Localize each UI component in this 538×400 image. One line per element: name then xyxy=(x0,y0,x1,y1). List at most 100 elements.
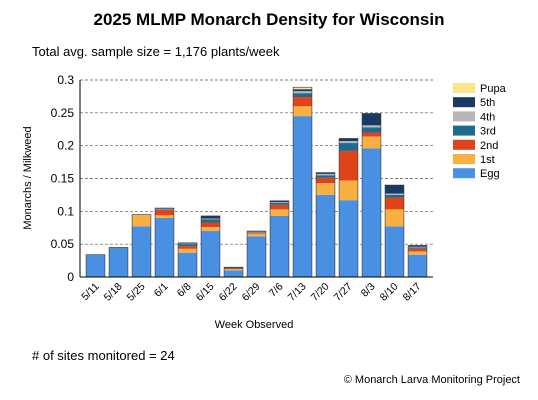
bar-segment-4th xyxy=(270,202,289,203)
bar-segment-1st xyxy=(247,233,266,237)
legend-label: 4th xyxy=(480,111,495,123)
legend-label: Pupa xyxy=(480,83,507,95)
legend-label: 1st xyxy=(480,154,495,166)
bar-segment-3rd xyxy=(362,127,381,133)
x-tick-label: 5/18 xyxy=(102,281,125,304)
x-tick-label: 7/6 xyxy=(267,281,286,300)
bar-stack-8-3 xyxy=(361,113,382,278)
bar-segment-egg xyxy=(109,247,128,277)
bar-segment-2nd xyxy=(408,248,427,252)
x-tick-label: 7/27 xyxy=(332,281,355,304)
legend-item-2nd: 2nd xyxy=(453,139,498,152)
bar-segment-5th xyxy=(339,138,358,142)
bar-segment-egg xyxy=(178,252,197,277)
x-tick-label: 6/29 xyxy=(240,281,263,304)
bar-segment-4th xyxy=(362,125,381,128)
bar-segment-egg xyxy=(86,254,105,277)
x-tick-label: 6/8 xyxy=(175,281,194,300)
bar-segment-1st xyxy=(201,227,220,232)
bar-segment-4th xyxy=(293,91,312,94)
x-tick-label: 6/22 xyxy=(217,281,240,304)
bar-segment-pupa xyxy=(293,87,312,90)
bar-segment-3rd xyxy=(224,267,243,269)
legend-swatch xyxy=(453,154,475,164)
bar-segment-5th xyxy=(316,172,335,174)
bar-segment-1st xyxy=(408,251,427,255)
sites-monitored: # of sites monitored = 24 xyxy=(32,348,175,363)
bar-segment-3rd xyxy=(408,247,427,249)
legend-swatch xyxy=(453,125,475,136)
bar-segment-4th xyxy=(247,231,266,233)
bar-segment-egg xyxy=(362,148,381,277)
bar-segment-1st xyxy=(270,209,289,216)
bar-segment-3rd xyxy=(385,194,404,198)
bar-segment-1st xyxy=(362,136,381,149)
bar-segment-5th xyxy=(201,215,220,219)
bar-segment-1st xyxy=(339,180,358,201)
chart-title: 2025 MLMP Monarch Density for Wisconsin xyxy=(93,10,445,29)
bar-segment-egg xyxy=(408,254,427,277)
bar-stack-8-17 xyxy=(407,245,428,278)
bar-segment-1st xyxy=(293,106,312,117)
bar-segment-1st xyxy=(385,209,404,227)
bar-segment-egg xyxy=(316,194,335,277)
x-tick-label: 8/17 xyxy=(401,281,424,304)
bar-segment-3rd xyxy=(178,244,197,247)
bar-segment-3rd xyxy=(201,219,220,223)
bar-segment-egg xyxy=(201,231,220,277)
bar-segment-2nd xyxy=(270,204,289,210)
bar-segment-3rd xyxy=(293,93,312,98)
bar-segment-egg xyxy=(224,270,243,277)
legend-swatch xyxy=(453,139,475,150)
axes xyxy=(79,80,433,278)
legend-item-pupa: Pupa xyxy=(453,83,507,95)
y-tick-label: 0.15 xyxy=(51,172,75,186)
legend-label: 5th xyxy=(480,97,495,109)
x-axis-label: Week Observed xyxy=(215,319,294,331)
bar-segment-1st xyxy=(155,215,174,218)
x-tick-labels: 5/11 5/18 5/25 6/1 6/8 6/15 6/22 6/29 7/6 7/13 7/2… xyxy=(79,281,424,304)
bar-segment-5th xyxy=(224,267,243,268)
bar-segment-5th xyxy=(270,200,289,203)
y-tick-label: 0.3 xyxy=(57,73,74,87)
bar-segment-egg xyxy=(293,116,312,277)
bar-segment-2nd xyxy=(247,233,266,234)
bar-segment-2nd xyxy=(293,97,312,107)
bar-segment-4th xyxy=(408,246,427,248)
bar-segment-egg xyxy=(339,200,358,277)
bar-stack-5-11 xyxy=(85,254,106,278)
bar-segment-4th xyxy=(339,141,358,144)
bar-stack-6-22 xyxy=(223,266,244,278)
bar-segment-3rd xyxy=(316,175,335,178)
bar-stack-5-25 xyxy=(131,214,152,278)
x-tick-label: 5/11 xyxy=(79,281,101,303)
x-tick-label: 5/25 xyxy=(125,281,148,304)
bar-segment-5th xyxy=(247,231,266,232)
x-tick-label: 7/13 xyxy=(286,281,309,304)
x-tick-label: 8/3 xyxy=(359,281,378,300)
bar-segment-2nd xyxy=(224,268,243,270)
bar-segment-2nd xyxy=(362,132,381,137)
bar-segment-1st xyxy=(132,214,151,227)
y-tick-label: 0.2 xyxy=(57,139,74,153)
bar-stack-7-13 xyxy=(292,86,313,278)
y-tick-label: 0 xyxy=(67,270,74,284)
y-tick-label: 0.05 xyxy=(51,237,75,251)
bar-stack-6-1 xyxy=(154,207,175,278)
bar-stacks xyxy=(85,86,428,278)
bar-stack-6-8 xyxy=(177,242,198,278)
legend-item-egg: Egg xyxy=(453,168,500,180)
bar-segment-4th xyxy=(155,208,174,210)
bar-segment-3rd xyxy=(155,209,174,211)
bar-segment-egg xyxy=(270,215,289,277)
bar-segment-egg xyxy=(132,226,151,277)
bar-stack-6-29 xyxy=(246,230,267,278)
legend-swatch xyxy=(453,168,475,179)
bar-stack-6-15 xyxy=(200,215,221,278)
chart-subtitle: Total avg. sample size = 1,176 plants/we… xyxy=(32,44,280,59)
bar-stack-5-18 xyxy=(108,247,129,278)
legend-swatch xyxy=(453,111,475,122)
bar-segment-2nd xyxy=(316,177,335,184)
y-tick-label: 0.25 xyxy=(51,106,75,120)
